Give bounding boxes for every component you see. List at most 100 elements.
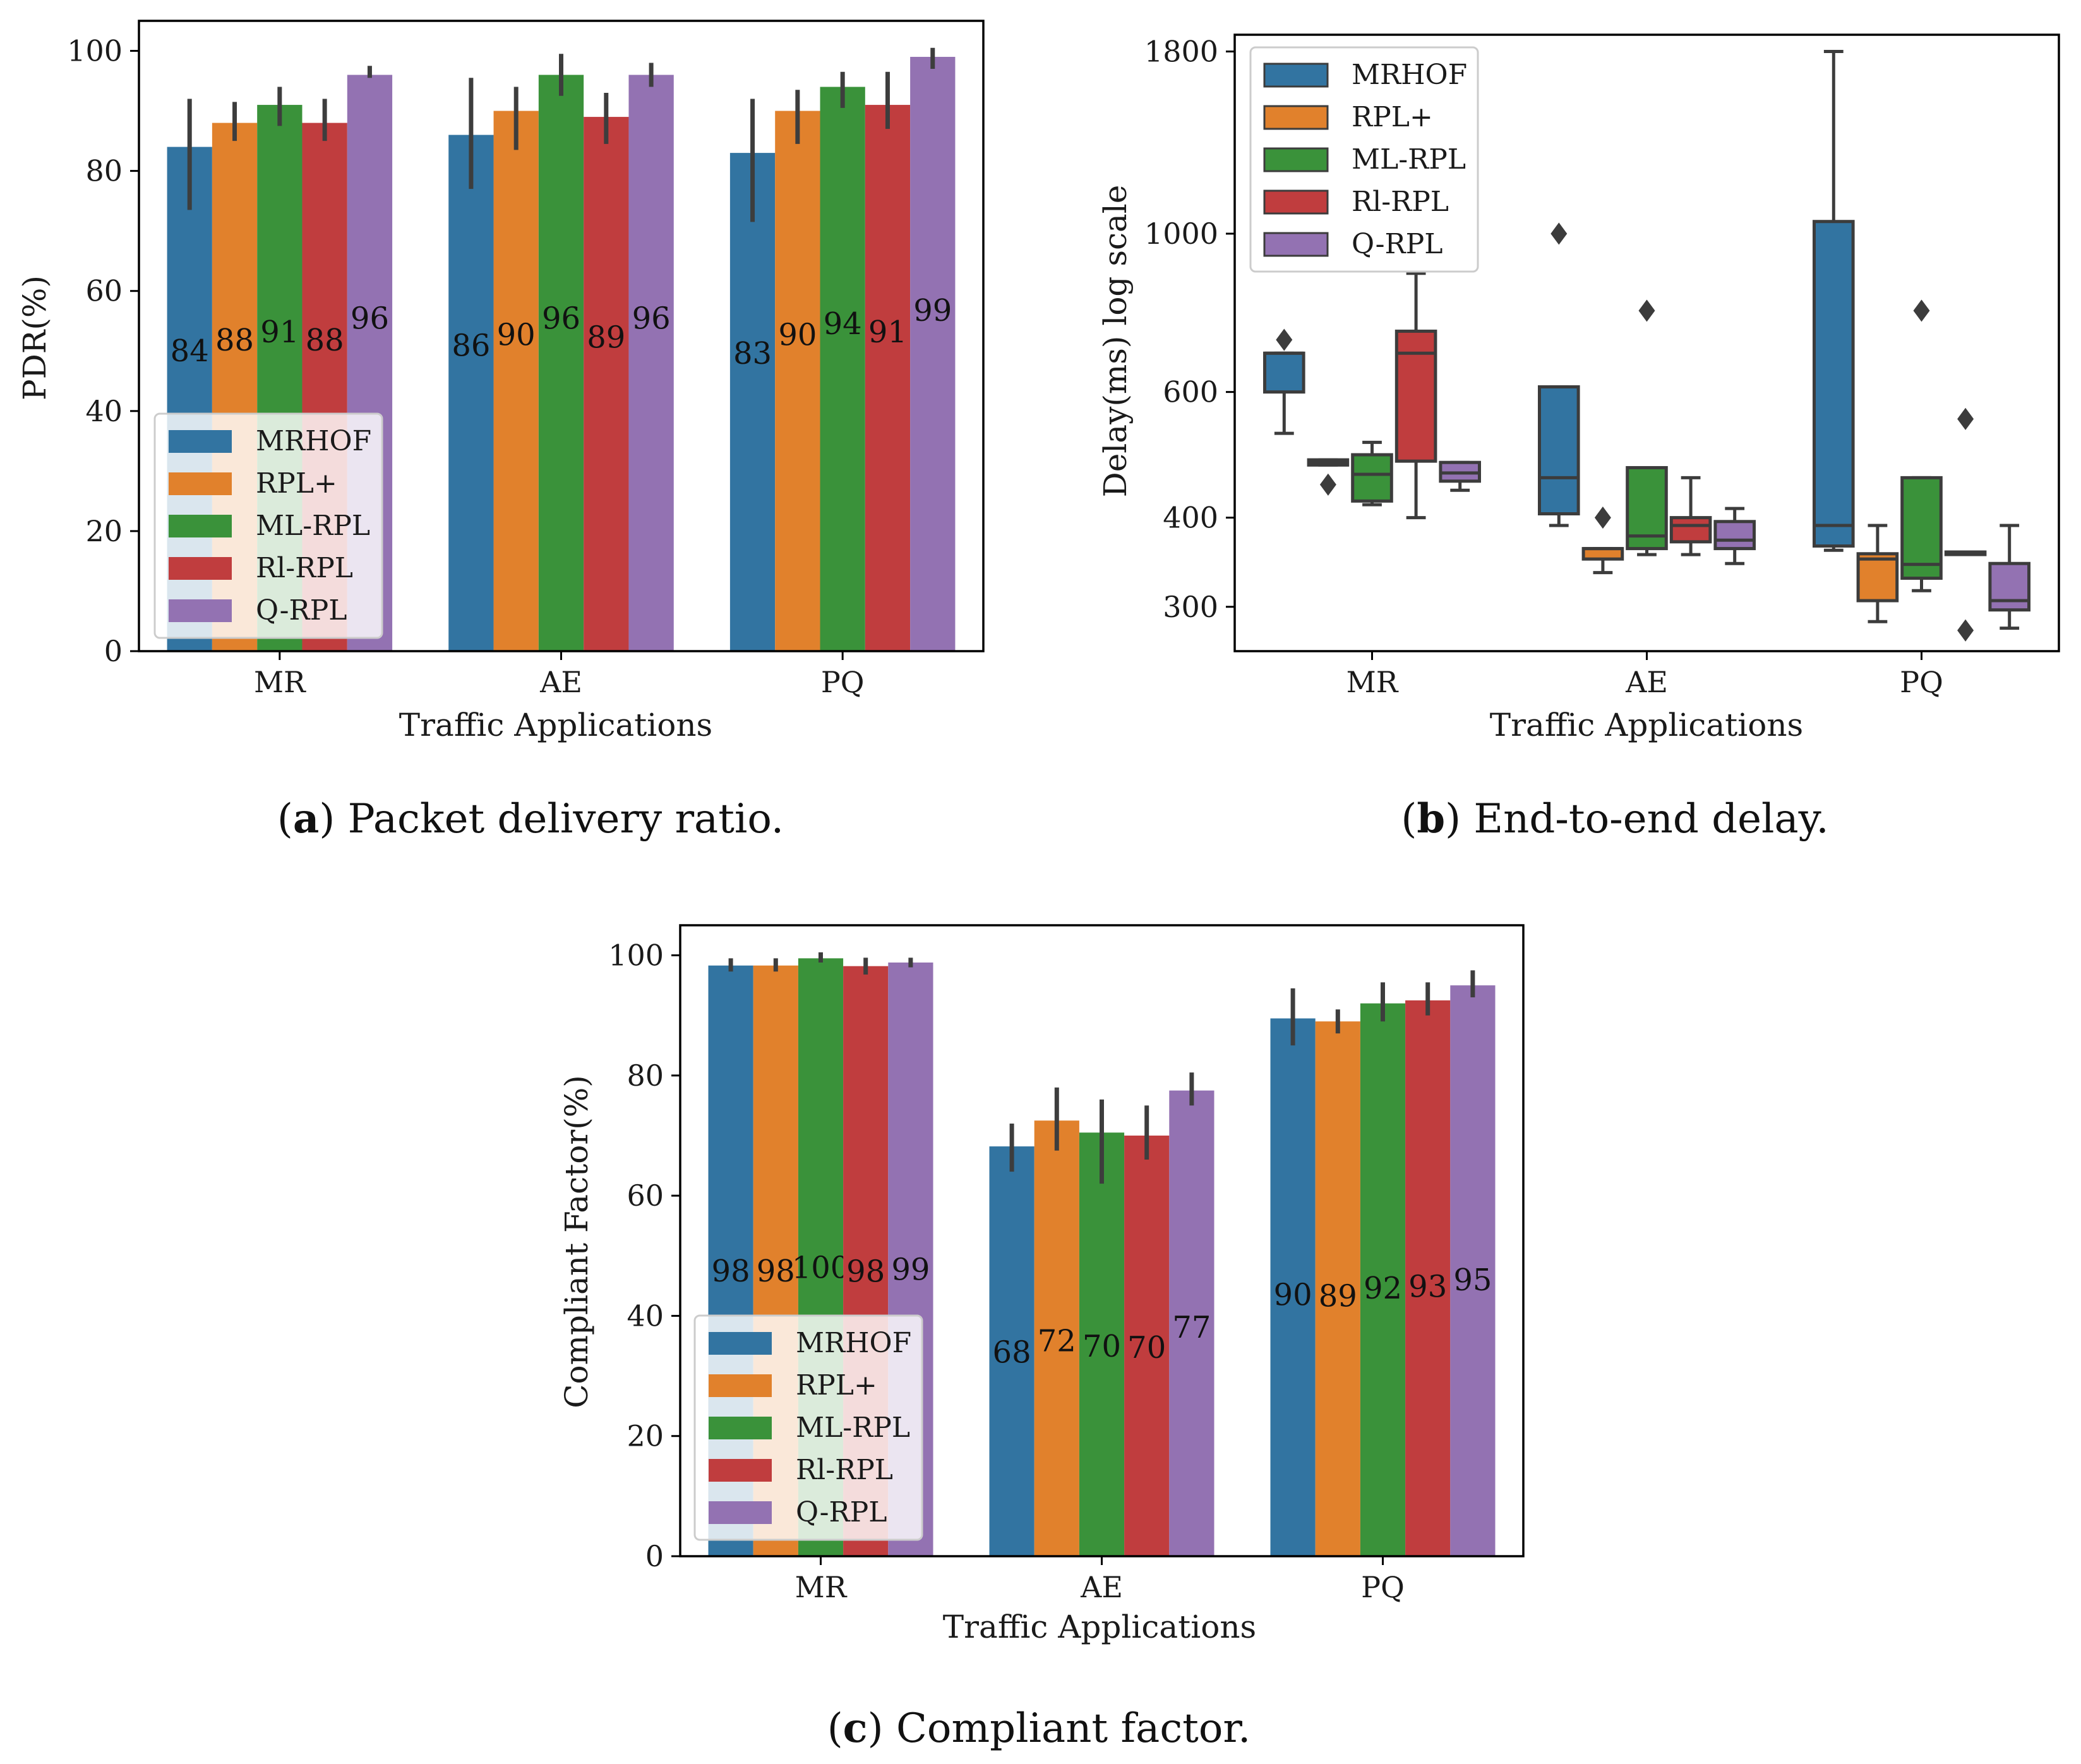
panel-c-x-axis-label: Traffic Applications xyxy=(943,1609,1256,1645)
box-mrhof-ae xyxy=(1538,385,1580,516)
panel-b-x-tick-label-mr: MR xyxy=(1346,665,1399,699)
box-outlier-ml-rpl-ae xyxy=(1638,299,1655,322)
panel-c-x-tick-label-pq: PQ xyxy=(1361,1570,1405,1604)
legend-swatch-mrhof xyxy=(709,1332,772,1355)
panel-b-caption-text: End-to-end delay. xyxy=(1473,796,1828,843)
legend-swatch-q-rpl xyxy=(1263,232,1329,257)
box-mrhof-pq xyxy=(1813,220,1855,548)
legend-label-ml-rpl: ML-RPL xyxy=(796,1412,910,1444)
box-rl-rpl-ae xyxy=(1669,516,1712,544)
panel-b-axes-frame xyxy=(1233,33,2060,652)
data-label-mrhof-pq: 90 xyxy=(1274,1278,1312,1313)
data-label-q-rpl-pq: 95 xyxy=(1453,1263,1492,1298)
panel-b-y-tick-label: 400 xyxy=(1163,501,1218,535)
panel-c-axes-frame xyxy=(679,924,1525,1557)
legend-label-rl-rpl: Rl-RPL xyxy=(796,1454,893,1486)
box-ml-rpl-mr xyxy=(1351,453,1393,503)
bar-rl-rpl-ae xyxy=(1124,1136,1170,1556)
data-label-ml-rpl-pq: 92 xyxy=(1364,1271,1402,1306)
panel-a-x-axis-label: Traffic Applications xyxy=(399,707,712,743)
panel-c-x-tick-label-mr: MR xyxy=(795,1570,848,1604)
data-label-rpl-ae: 72 xyxy=(1038,1323,1076,1359)
panel-b-caption: (b) End-to-end delay. xyxy=(1401,795,1828,843)
data-label-rl-rpl-ae: 89 xyxy=(587,320,625,356)
bar-ml-rpl-ae xyxy=(1079,1132,1125,1556)
bar-q-rpl-ae xyxy=(628,75,674,652)
panel-a-y-tick-label: 100 xyxy=(67,34,123,68)
legend-label-mrhof: MRHOF xyxy=(796,1327,911,1359)
legend-swatch-ml-rpl xyxy=(169,515,232,537)
bar-mrhof-pq xyxy=(1270,1018,1316,1556)
legend-label-rl-rpl: Rl-RPL xyxy=(256,552,353,584)
legend-label-mrhof: MRHOF xyxy=(1352,59,1467,91)
panel-a-y-tick-label: 20 xyxy=(85,514,123,548)
bar-rpl-pq xyxy=(1315,1021,1360,1556)
data-label-q-rpl-ae: 96 xyxy=(632,301,671,337)
data-label-rl-rpl-mr: 98 xyxy=(846,1254,885,1289)
box-rpl-pq xyxy=(1856,552,1899,603)
legend-swatch-ml-rpl xyxy=(1263,147,1329,172)
panel-a-x-tick-label-ae: AE xyxy=(539,665,582,699)
data-label-rpl-pq: 89 xyxy=(1319,1279,1357,1314)
bar-q-rpl-pq xyxy=(910,57,956,652)
data-label-mrhof-mr: 84 xyxy=(171,333,209,369)
panel-c-y-tick-label: 0 xyxy=(645,1539,664,1573)
legend-label-q-rpl: Q-RPL xyxy=(1352,228,1443,260)
box-outlier-rl-rpl-pq xyxy=(1957,407,1974,430)
bar-rpl-pq xyxy=(775,111,820,652)
bar-ml-rpl-ae xyxy=(538,75,584,652)
data-label-q-rpl-ae: 77 xyxy=(1172,1310,1211,1345)
bar-rl-rpl-pq xyxy=(1405,1000,1451,1556)
data-label-q-rpl-mr: 96 xyxy=(351,301,389,337)
panel-c-y-axis-label: Compliant Factor(%) xyxy=(558,1075,595,1408)
bar-mrhof-pq xyxy=(729,153,776,652)
panel-b-y-tick-label: 1800 xyxy=(1144,35,1218,69)
data-label-mrhof-mr: 98 xyxy=(712,1254,750,1289)
data-label-ml-rpl-mr: 91 xyxy=(260,315,299,350)
legend-label-rpl: RPL+ xyxy=(796,1369,877,1401)
data-label-mrhof-pq: 83 xyxy=(733,336,772,371)
panel-a-caption-text: Packet delivery ratio. xyxy=(348,796,784,843)
box-outlier-ml-rpl-pq xyxy=(1913,299,1930,322)
legend-swatch-mrhof xyxy=(169,430,232,453)
legend-label-rpl: RPL+ xyxy=(256,467,337,500)
data-label-ml-rpl-ae: 96 xyxy=(542,301,580,337)
panel-c-y-tick-label: 40 xyxy=(627,1299,664,1333)
panel-a-y-tick-label: 80 xyxy=(85,154,123,188)
panel-b-y-tick-label: 600 xyxy=(1163,375,1218,409)
panel-c-y-tick-label: 20 xyxy=(627,1419,664,1453)
box-q-rpl-ae xyxy=(1713,520,1756,551)
legend-label-q-rpl: Q-RPL xyxy=(796,1496,887,1528)
panel-a-legend: MRHOF RPL+ ML-RPL Rl-RPL Q-RPL xyxy=(153,412,383,639)
box-q-rpl-pq xyxy=(1988,561,2030,612)
panel-b-x-axis-label: Traffic Applications xyxy=(1490,707,1803,743)
box-mrhof-mr xyxy=(1263,351,1305,394)
panel-b-plot-area: 300 400 600 1000 1800 MR AE PQ MRHOF RPL+ ML-RPL Rl… xyxy=(1144,33,2060,699)
panel-b-delay-chart: 300 400 600 1000 1800 MR AE PQ MRHOF RPL+ ML-RPL Rl… xyxy=(1097,33,2060,843)
box-outlier-rpl-ae xyxy=(1594,507,1611,529)
legend-swatch-rl-rpl xyxy=(709,1459,772,1482)
bar-mrhof-ae xyxy=(448,135,494,652)
panel-a-y-tick-label: 0 xyxy=(104,634,123,668)
data-label-rpl-pq: 90 xyxy=(778,317,817,352)
data-label-ml-rpl-mr: 100 xyxy=(792,1251,850,1286)
box-outlier-rl-rpl-pq xyxy=(1957,619,1974,642)
data-label-mrhof-ae: 68 xyxy=(993,1335,1031,1371)
panel-b-legend: MRHOF RPL+ ML-RPL Rl-RPL Q-RPL xyxy=(1249,46,1479,273)
panel-a-x-tick-label-pq: PQ xyxy=(821,665,865,699)
bar-mrhof-ae xyxy=(989,1146,1035,1556)
bar-q-rpl-pq xyxy=(1450,985,1496,1556)
panel-b-y-tick-label: 1000 xyxy=(1144,217,1218,251)
bar-q-rpl-ae xyxy=(1169,1090,1214,1556)
panel-b-y-axis-label: Delay(ms) log scale xyxy=(1097,185,1134,498)
data-label-rl-rpl-pq: 91 xyxy=(868,315,907,350)
legend-swatch-rpl xyxy=(709,1374,772,1397)
box-outlier-mrhof-mr xyxy=(1276,328,1293,351)
panel-b-legend-box xyxy=(1249,46,1479,273)
data-label-rl-rpl-pq: 93 xyxy=(1408,1269,1447,1305)
bar-rl-rpl-pq xyxy=(865,105,911,652)
legend-label-mrhof: MRHOF xyxy=(256,425,371,457)
